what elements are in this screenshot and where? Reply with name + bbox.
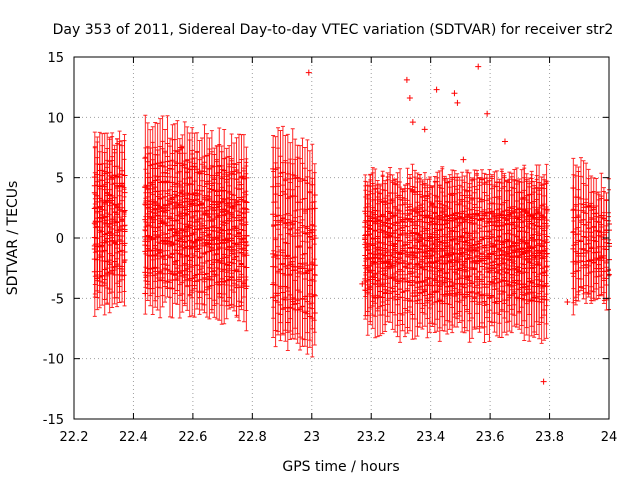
data-point (243, 232, 250, 239)
y-tick-label: -15 (43, 413, 64, 428)
data-point (285, 319, 291, 326)
x-tick-label: 22.2 (60, 430, 89, 445)
data-point (311, 310, 318, 317)
y-tick-label: 15 (47, 51, 64, 66)
y-tick-label: 5 (56, 172, 64, 187)
data-point (575, 267, 582, 274)
chart-title: Day 353 of 2011, Sidereal Day-to-day VTE… (53, 22, 614, 38)
data-point (577, 257, 584, 264)
x-tick-label: 22.8 (238, 430, 267, 445)
y-axis-label: SDTVAR / TECUs (5, 181, 21, 296)
data-point (572, 268, 579, 275)
y-tick-labels: -15 -10 -5 0 5 10 15 (43, 51, 64, 428)
data-point (454, 99, 461, 106)
data-point (142, 290, 149, 297)
y-tick-label: -5 (51, 292, 64, 307)
axis-ticks (73, 56, 610, 420)
x-tick-label: 23.6 (476, 430, 505, 445)
data-point (421, 126, 428, 133)
data-point (501, 138, 508, 145)
data-point (406, 95, 413, 102)
data-point (409, 119, 416, 126)
y-tick-label: -10 (43, 353, 64, 368)
data-point (543, 207, 550, 214)
x-tick-label: 22.6 (178, 430, 207, 445)
data-point (475, 63, 482, 70)
y-tick-label: 10 (47, 111, 64, 126)
data-point (484, 110, 491, 117)
data-point (564, 298, 571, 305)
data-point (598, 254, 605, 261)
data-point (403, 76, 410, 83)
data-point (359, 280, 366, 287)
x-axis-label: GPS time / hours (282, 459, 399, 475)
x-tick-label: 24 (601, 430, 618, 445)
x-tick-label: 23 (304, 430, 321, 445)
x-tick-labels: 22.2 22.4 22.6 22.8 23 23.2 23.4 23.6 23.8 24 (60, 430, 618, 445)
x-tick-label: 23.2 (357, 430, 386, 445)
data-point (593, 256, 600, 263)
data-point (433, 86, 440, 93)
y-tick-label: 0 (56, 232, 64, 247)
data-point (460, 156, 467, 163)
data-point (243, 283, 250, 290)
data-layer (91, 63, 612, 385)
data-point (600, 255, 607, 262)
data-point (451, 90, 458, 97)
data-point (603, 246, 610, 253)
data-point (121, 228, 128, 235)
data-point (543, 296, 550, 303)
data-point (583, 264, 590, 271)
data-point (580, 258, 587, 265)
data-point (540, 378, 547, 385)
x-tick-label: 22.4 (119, 430, 148, 445)
x-tick-label: 23.8 (535, 430, 564, 445)
data-point (178, 144, 184, 151)
data-point (305, 69, 312, 76)
x-tick-label: 23.4 (416, 430, 445, 445)
